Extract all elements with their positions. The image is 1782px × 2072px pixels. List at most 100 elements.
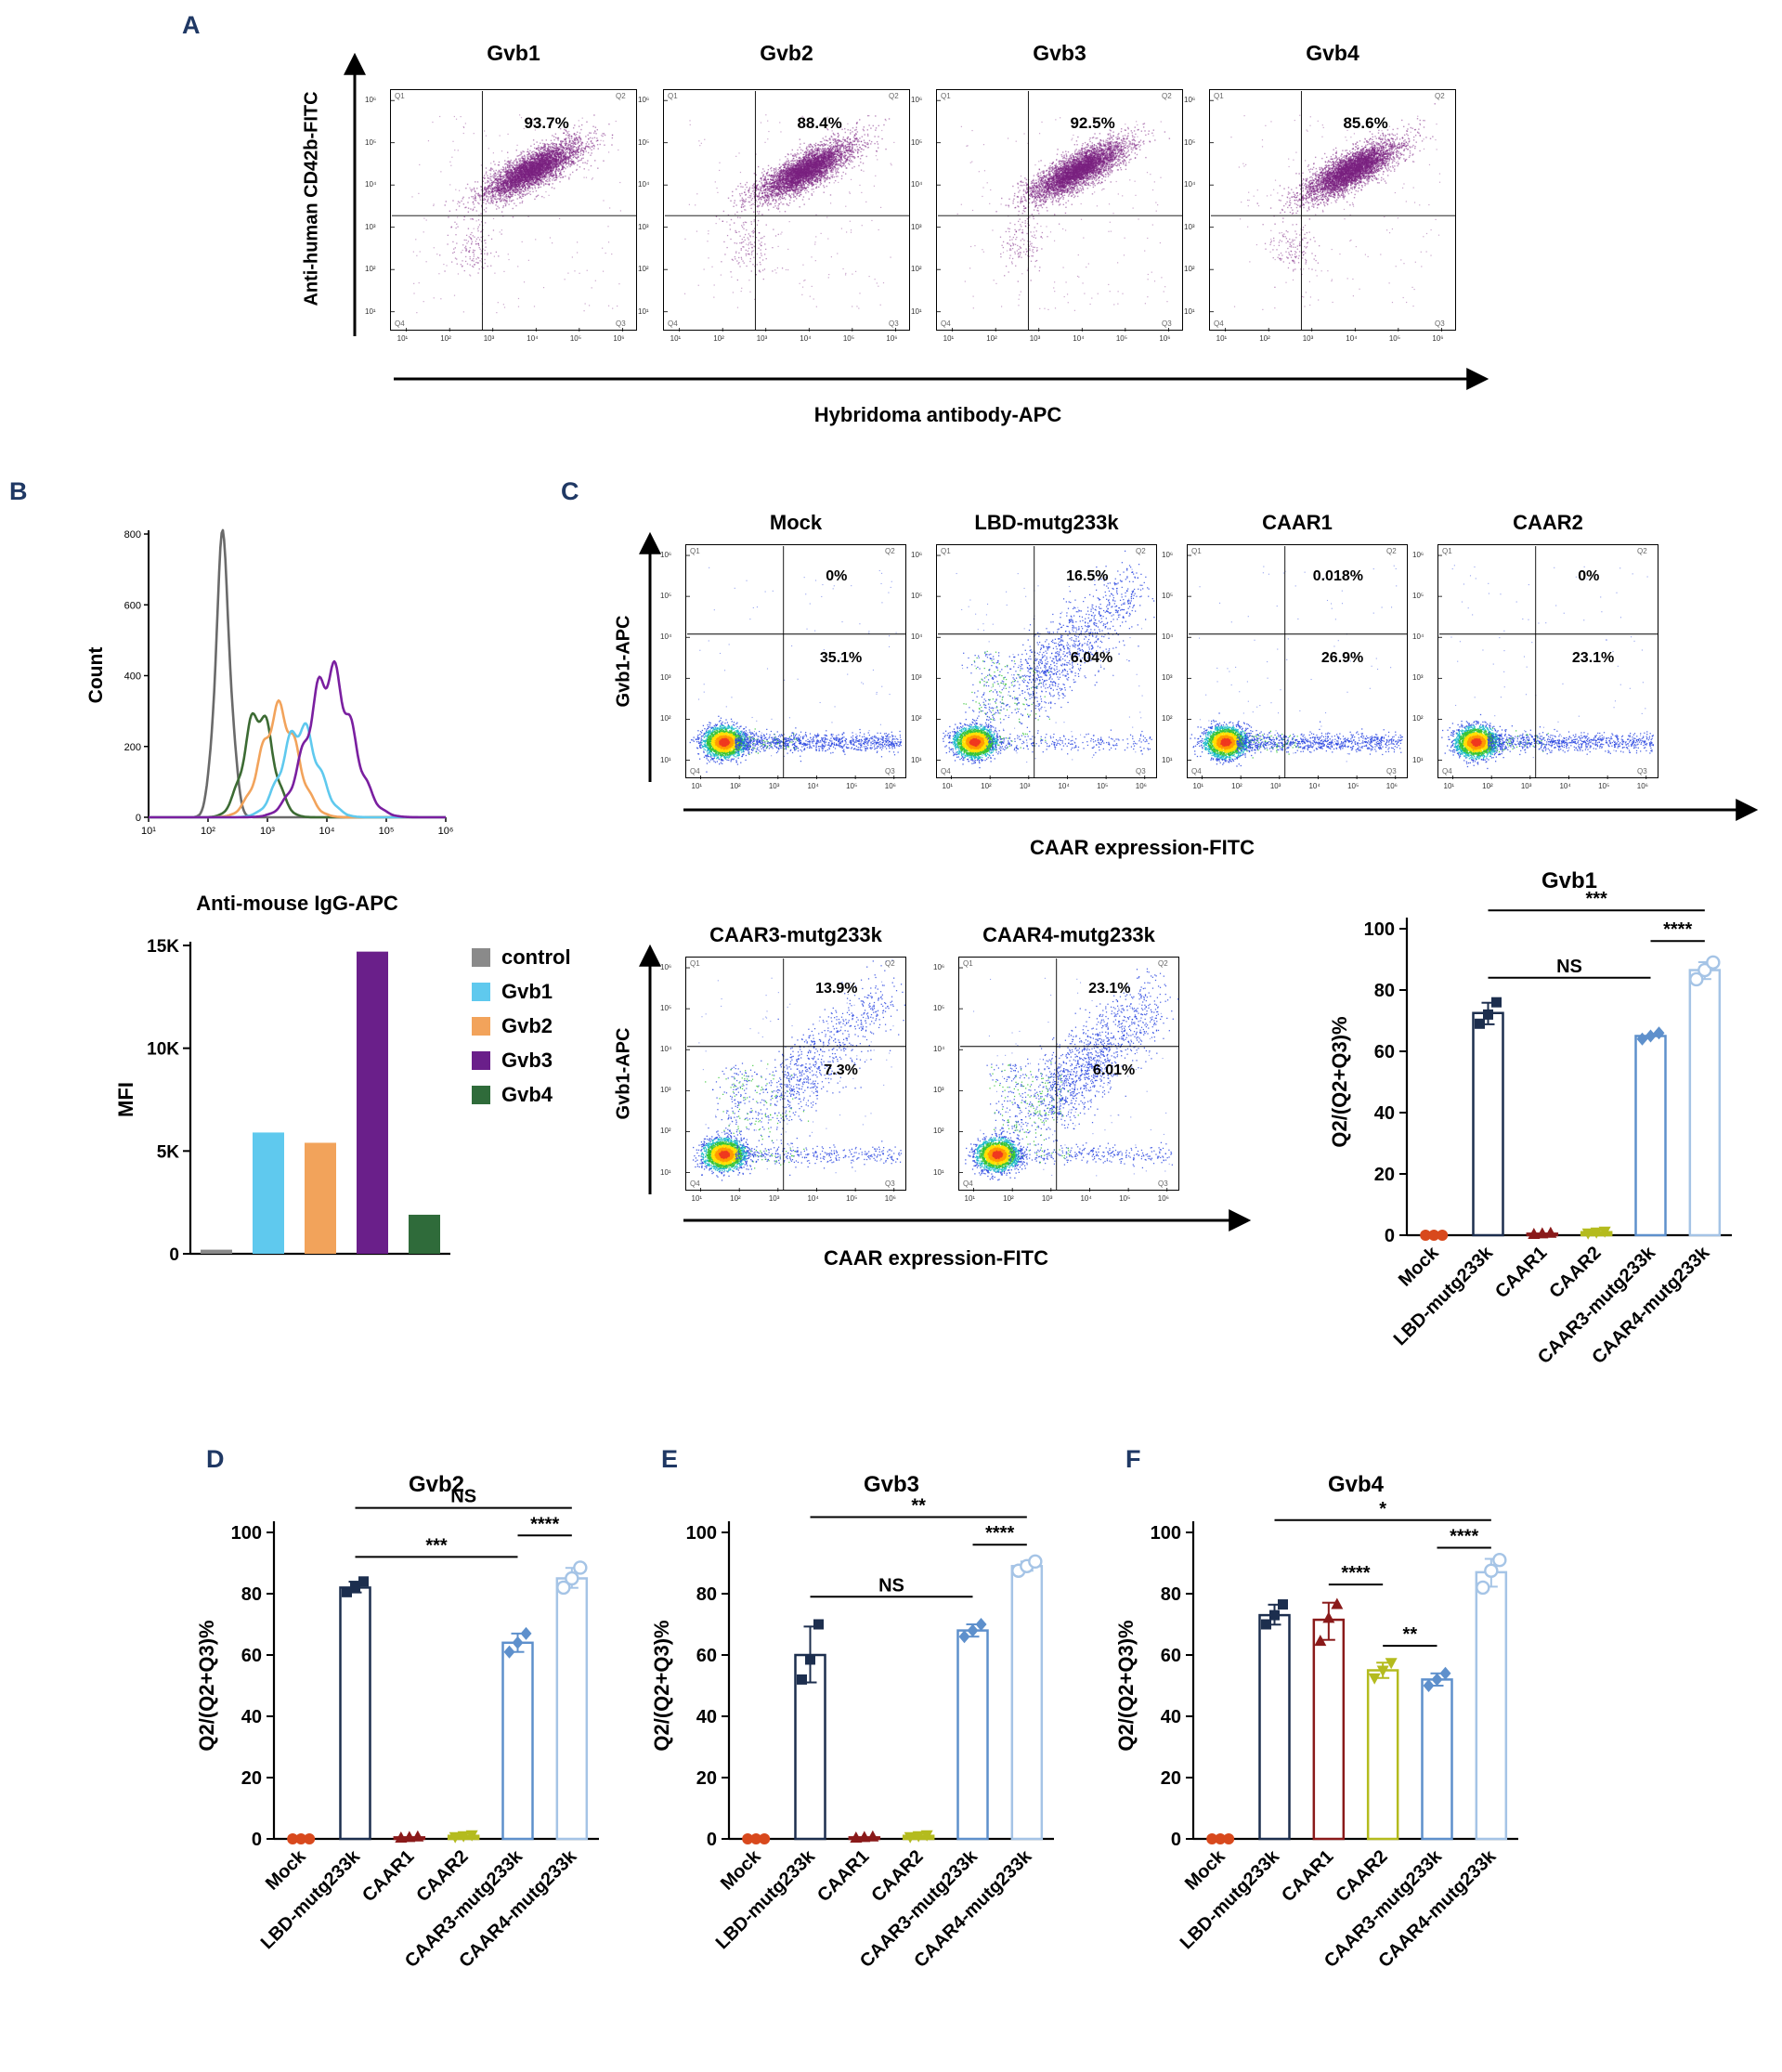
flow-y-tick-label: 10⁵ bbox=[1412, 592, 1424, 601]
mfi-bar-Gvb1 bbox=[253, 1132, 284, 1254]
hist-curve-Gvb2 bbox=[149, 699, 446, 819]
category-label-Mock: Mock bbox=[1395, 1242, 1443, 1290]
significance-label: NS bbox=[450, 1487, 476, 1507]
flow-y-tick-label: 10⁶ bbox=[911, 96, 923, 105]
flow-y-tick-label: 10⁶ bbox=[365, 96, 377, 105]
quadrant-label-q2: Q2 bbox=[1435, 92, 1445, 100]
panel-a-y-axis-label: Anti-human CD42b-FITC bbox=[301, 91, 322, 306]
flow-x-tick-label: 10⁶ bbox=[1636, 782, 1648, 790]
hist-curve-control bbox=[149, 528, 446, 819]
chart-y-tick-label: 80 bbox=[1161, 1584, 1181, 1605]
flow-y-tick-label: 10³ bbox=[1184, 222, 1195, 231]
flow-x-tick-label: 10⁵ bbox=[1347, 782, 1359, 790]
category-label-Mock: Mock bbox=[262, 1845, 310, 1894]
flow-x-tick-label: 10² bbox=[1003, 1194, 1014, 1203]
chart-y-tick-label: 80 bbox=[1374, 981, 1395, 1001]
flow-x-tick-label: 10⁵ bbox=[1097, 782, 1109, 790]
q2-percentage: 93.7% bbox=[524, 114, 569, 132]
flow-plot-title-Gvb1: Gvb1 bbox=[487, 41, 540, 65]
legend-label-Gvb4: Gvb4 bbox=[501, 1082, 553, 1106]
flow-x-tick-label: 10⁴ bbox=[807, 1194, 819, 1203]
panel-d-label: D bbox=[206, 1445, 225, 1473]
data-point bbox=[1636, 1032, 1648, 1046]
panel-c-bottom-y-axis-label: Gvb1-APC bbox=[613, 1027, 634, 1120]
flow-plot-title-LBD-mutg233k: LBD-mutg233k bbox=[974, 511, 1119, 534]
flow-x-tick-label: 10³ bbox=[768, 1194, 780, 1203]
data-point bbox=[556, 1580, 571, 1596]
mfi-y-tick-label: 0 bbox=[169, 1245, 179, 1265]
flow-y-tick-label: 10² bbox=[660, 714, 671, 723]
flow-y-tick-label: 10⁶ bbox=[638, 96, 650, 105]
quadrant-label-q4: Q4 bbox=[963, 1179, 973, 1188]
flow-plot-title-CAAR4-mutg233k: CAAR4-mutg233k bbox=[982, 923, 1155, 946]
flow-dot-canvas bbox=[1188, 545, 1409, 779]
bar-LBD-mutg233k bbox=[794, 1653, 826, 1841]
chart-y-tick-label: 100 bbox=[231, 1523, 262, 1544]
data-point bbox=[1483, 1009, 1493, 1020]
q3-percentage: 26.9% bbox=[1320, 650, 1364, 667]
data-point bbox=[1331, 1597, 1344, 1609]
mfi-bar-Gvb3 bbox=[357, 951, 388, 1254]
bar-chart-Gvb2: Gvb2 Q2/(Q2+Q3)% 0 20 40 60 80 100 MockLBD-mutg2… bbox=[195, 1472, 599, 1972]
flow-x-tick-label: 10⁴ bbox=[1559, 782, 1571, 790]
data-point bbox=[920, 1830, 933, 1842]
q3-percentage: 6.04% bbox=[1070, 650, 1113, 667]
significance-label: *** bbox=[425, 1535, 448, 1556]
flow-x-tick-label: 10³ bbox=[1302, 334, 1314, 343]
flow-x-tick-label: 10¹ bbox=[397, 334, 409, 343]
data-point bbox=[805, 1654, 815, 1665]
flow-x-tick-label: 10³ bbox=[768, 782, 780, 790]
significance-label: **** bbox=[530, 1514, 559, 1534]
flow-y-tick-label: 10¹ bbox=[365, 306, 376, 316]
flow-y-tick-label: 10⁵ bbox=[660, 1004, 672, 1013]
hist-x-tick-label: 10¹ bbox=[141, 826, 156, 837]
chart-y-tick-label: 20 bbox=[1374, 1165, 1395, 1185]
significance-label: ** bbox=[1403, 1624, 1418, 1645]
flow-plot-Mock: Q1 Q2 Q3 Q4 10⁶ 10⁵ 10⁴ 10³ 10² 10¹ 10¹ 10² 10³ 10⁴ 10… bbox=[660, 544, 907, 790]
chart-y-tick-label: 0 bbox=[252, 1830, 262, 1850]
data-point bbox=[742, 1833, 754, 1844]
bar-chart-Gvb1: Gvb1 Q2/(Q2+Q3)% 0 20 40 60 80 100 MockLBD-mutg2… bbox=[1328, 868, 1732, 1368]
data-point bbox=[1431, 1673, 1443, 1687]
bar-CAAR3-mutg233k bbox=[956, 1629, 989, 1841]
flow-y-tick-label: 10⁴ bbox=[1412, 632, 1424, 642]
category-label-LBD-mutg233k: LBD-mutg233k bbox=[1390, 1242, 1498, 1349]
flow-x-tick-label: 10³ bbox=[483, 334, 495, 343]
flow-x-tick-label: 10⁶ bbox=[1159, 334, 1171, 343]
flow-x-tick-label: 10⁴ bbox=[1080, 1194, 1092, 1203]
flow-y-tick-label: 10⁶ bbox=[660, 963, 672, 972]
flow-plot-CAAR2: Q1 Q2 Q3 Q4 10⁶ 10⁵ 10⁴ 10³ 10² 10¹ 10¹ 10² 10³ 10⁴ 10… bbox=[1412, 544, 1659, 790]
category-label-LBD-mutg233k: LBD-mutg233k bbox=[712, 1845, 820, 1953]
chart-y-tick-label: 60 bbox=[1161, 1646, 1181, 1666]
flow-x-tick-label: 10⁴ bbox=[1073, 334, 1085, 343]
quadrant-label-q1: Q1 bbox=[1191, 547, 1202, 555]
flow-x-tick-label: 10⁴ bbox=[807, 782, 819, 790]
significance-label: * bbox=[1379, 1499, 1386, 1519]
chart-y-axis-label: Q2/(Q2+Q3)% bbox=[1114, 1620, 1138, 1751]
flow-y-tick-label: 10⁴ bbox=[660, 1045, 672, 1054]
chart-y-tick-label: 60 bbox=[241, 1646, 262, 1666]
category-label-CAAR1: CAAR1 bbox=[813, 1846, 873, 1906]
panel-a-x-axis-label: Hybridoma antibody-APC bbox=[813, 403, 1062, 426]
flow-y-tick-label: 10² bbox=[911, 714, 922, 723]
chart-y-tick-label: 100 bbox=[1151, 1523, 1181, 1544]
flow-y-tick-label: 10⁴ bbox=[660, 632, 672, 642]
hist-y-tick-label: 600 bbox=[124, 600, 141, 611]
significance-label: ** bbox=[911, 1496, 926, 1517]
flow-y-tick-label: 10⁶ bbox=[933, 963, 945, 972]
quadrant-label-q3: Q3 bbox=[1386, 767, 1397, 775]
quadrant-label-q2: Q2 bbox=[1158, 959, 1168, 968]
flow-x-tick-label: 10⁴ bbox=[800, 334, 812, 343]
legend-swatch-Gvb2 bbox=[472, 1016, 490, 1036]
data-point bbox=[1536, 1227, 1549, 1239]
quadrant-label-q1: Q1 bbox=[941, 92, 951, 100]
panel-b-label: B bbox=[9, 477, 28, 505]
chart-y-tick-label: 80 bbox=[241, 1584, 262, 1605]
flow-dot-canvas bbox=[959, 958, 1180, 1192]
quadrant-label-q2: Q2 bbox=[1136, 547, 1146, 555]
flow-dot-canvas bbox=[937, 90, 1184, 332]
quadrant-label-q3: Q3 bbox=[1158, 1179, 1168, 1188]
q2-percentage: 0% bbox=[1578, 568, 1600, 585]
flow-y-tick-label: 10¹ bbox=[660, 1167, 671, 1177]
chart-y-axis-label: Q2/(Q2+Q3)% bbox=[1328, 1016, 1351, 1147]
